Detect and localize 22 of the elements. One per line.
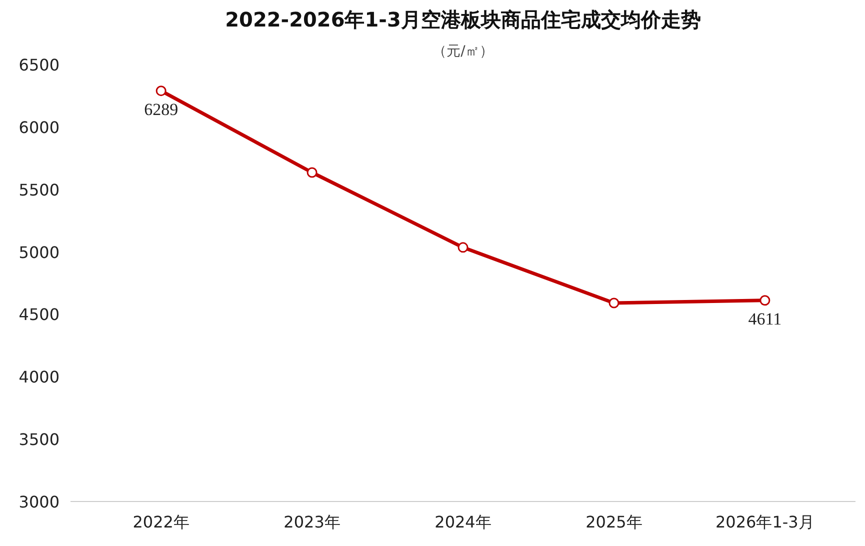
y-tick-label: 3500 [18,430,60,450]
chart-title: 2022-2026年1-3月空港板块商品住宅成交均价走势 [225,8,701,32]
data-label: 6289 [144,100,178,119]
x-tick-label: 2025年 [586,512,642,532]
x-tick-label: 2024年 [434,512,492,532]
y-tick-label: 5000 [18,242,60,262]
point [608,298,620,308]
y-tick-label: 3000 [18,492,60,512]
y-tick-label: 4500 [18,305,60,324]
y-tick-label: 6500 [18,56,60,74]
point [760,295,770,306]
point [458,242,468,253]
x-tick-label: 2026年1-3月 [715,512,814,532]
x-tick-label: 2023年 [284,512,340,532]
chart-subtitle: （元/㎡） [432,44,494,60]
y-tick-label: 6000 [18,118,60,137]
data-label: 4611 [748,309,782,328]
point [156,86,166,96]
x-tick-label: 2022年 [132,512,190,532]
y-tick-label: 4000 [18,368,60,387]
point [306,167,318,178]
y-tick-label: 5500 [18,180,60,200]
